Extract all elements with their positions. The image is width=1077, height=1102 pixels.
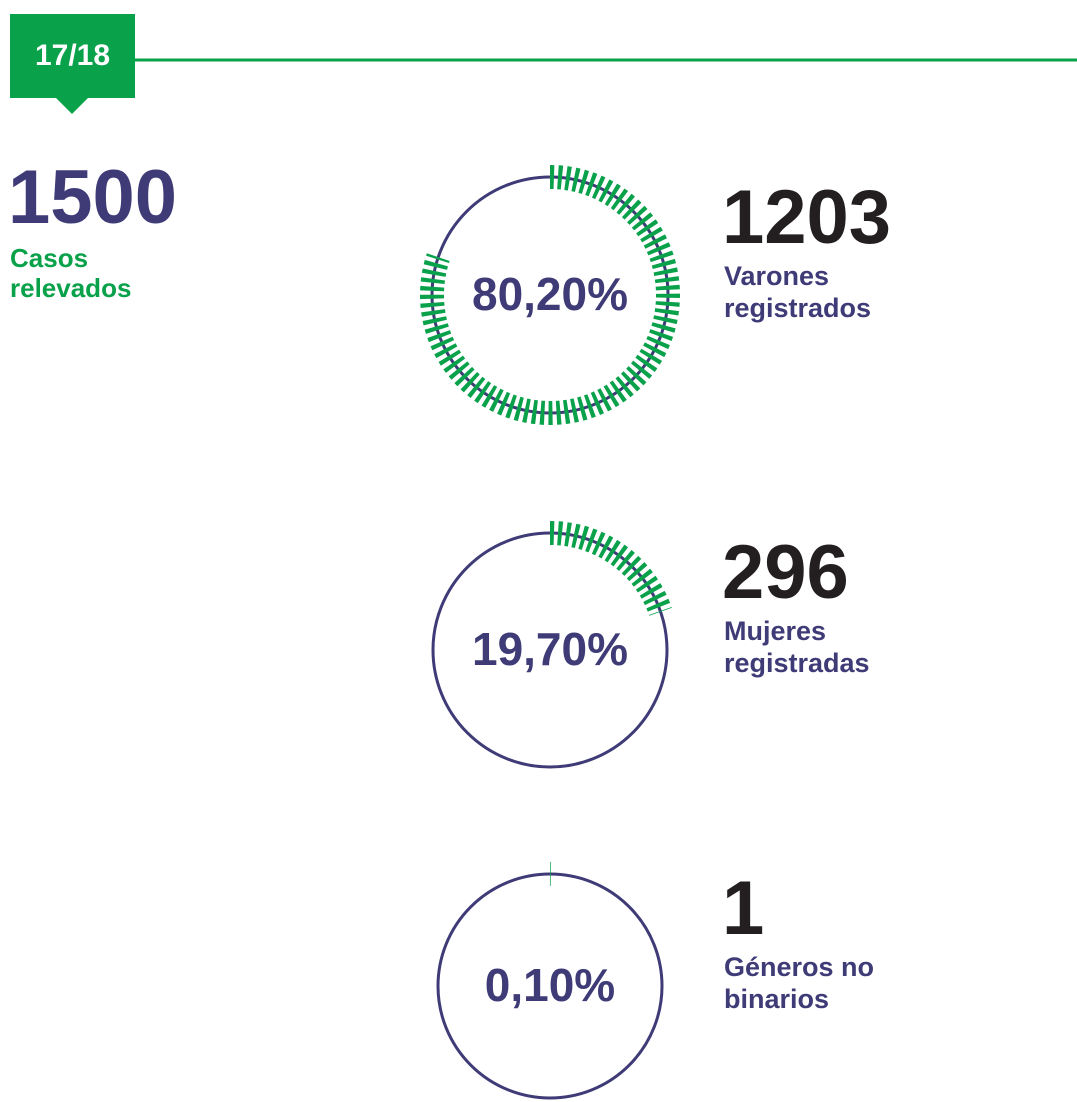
gauge-label: Géneros no binarios: [724, 952, 875, 1015]
period: 17/18: [34, 39, 111, 72]
gauge-label: Mujeres registradas: [724, 616, 870, 679]
gauge-label: Varones registrados: [724, 261, 872, 324]
gauge-percent: 80,20%: [471, 268, 628, 320]
gauge-count: 1203: [722, 175, 892, 260]
period-badge: [10, 14, 135, 98]
total-count: 1500: [8, 155, 178, 240]
badge-pointer: [56, 98, 88, 114]
gauge-arc: [420, 165, 680, 425]
gauge-percent: 19,70%: [471, 623, 628, 675]
gauge-arc: [549, 521, 672, 616]
total-label: Casos relevados: [10, 243, 132, 303]
gauge-count: 1: [722, 866, 765, 951]
gauge-count: 296: [722, 530, 849, 615]
gauge-percent: 0,10%: [484, 959, 616, 1011]
